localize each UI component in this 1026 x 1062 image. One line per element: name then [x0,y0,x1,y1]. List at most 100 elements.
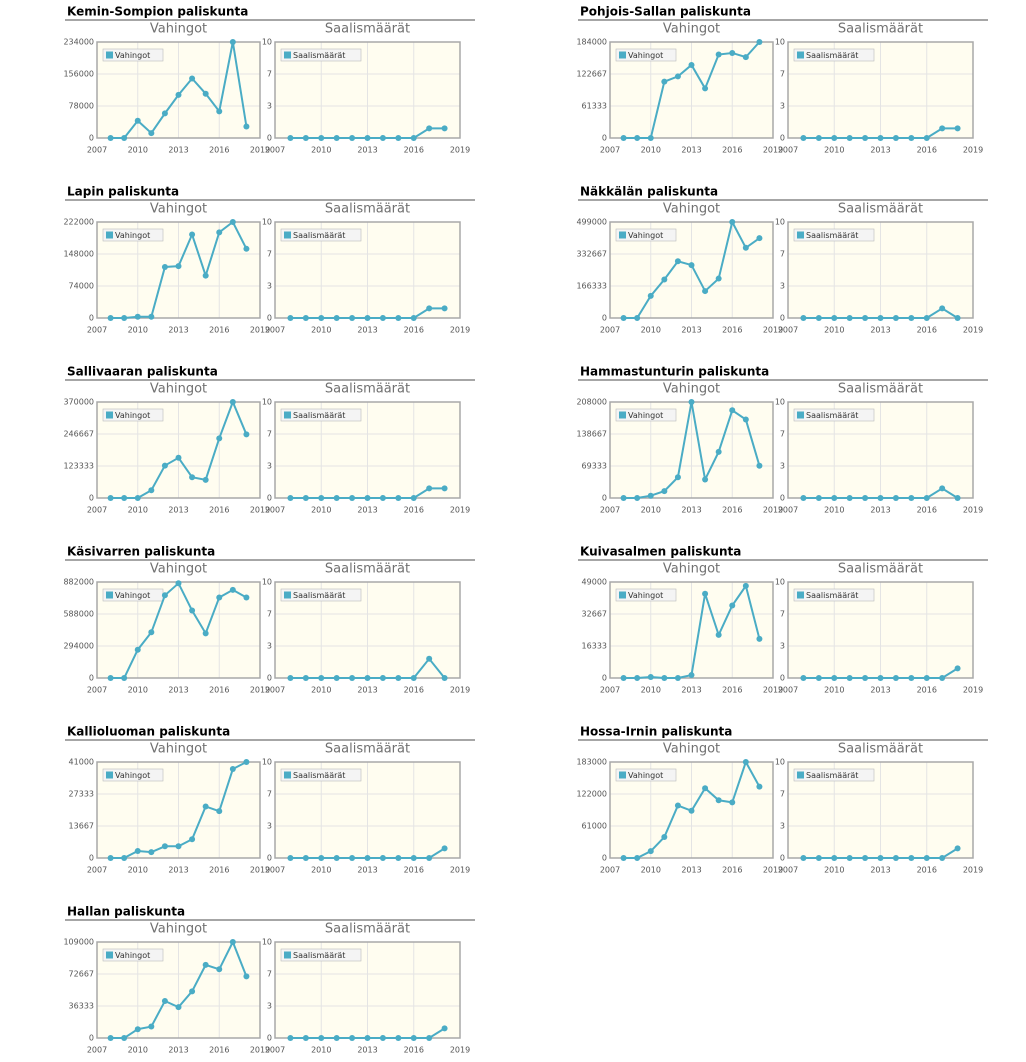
data-point [410,1035,417,1041]
data-point [908,855,915,861]
y-tick-label: 332667 [576,249,607,258]
x-tick-label: 2016 [722,686,742,695]
legend-swatch [797,771,804,779]
x-tick-label: 2007 [778,326,798,335]
data-point [189,836,196,843]
legend-box [793,588,875,602]
data-point [202,90,209,97]
x-tick-label: 2007 [600,686,620,695]
legend-box [793,48,875,62]
legend-label: Vahingot [115,411,150,420]
data-point [364,495,371,501]
x-tick-label: 2010 [311,146,331,155]
x-tick-label: 2007 [778,866,798,875]
data-point [800,855,807,861]
data-point [729,219,736,225]
x-tick-label: 2016 [404,326,424,335]
y-tick-label: 148000 [63,250,94,259]
x-tick-label: 2019 [963,146,983,155]
x-tick-label: 2016 [917,506,937,515]
x-tick-label: 2010 [128,866,148,875]
x-tick-label: 2010 [128,326,148,335]
y-tick-label: 222000 [63,218,94,227]
data-point [815,675,822,681]
data-point [202,961,209,968]
x-tick-label: 2013 [681,326,701,335]
data-point [954,845,961,852]
y-tick-label: 122667 [576,69,607,78]
data-point [243,594,250,601]
x-tick-label: 2019 [963,686,983,695]
y-tick-label: 7 [267,789,272,798]
chart-title: Vahingot [663,562,720,577]
data-point [923,855,930,861]
data-point [742,244,749,251]
plot-border [96,941,261,1039]
data-point [175,454,182,461]
legend-label: Vahingot [115,231,150,240]
data-point [742,759,749,765]
y-tick-label: 74000 [69,282,94,291]
data-point [756,39,763,45]
y-tick-label: 3 [780,642,785,651]
data-point [318,1035,325,1041]
data-point [715,448,722,455]
legend-box [102,408,164,422]
y-tick-label: 16333 [582,642,607,651]
data-point [939,125,946,132]
x-tick-label: 2019 [250,506,270,515]
x-tick-label: 2019 [763,506,783,515]
y-tick-label: 294000 [63,642,94,651]
x-tick-label: 2019 [250,1046,270,1055]
data-point [954,495,961,501]
data-point [634,675,641,681]
legend-swatch [797,411,804,419]
x-tick-label: 2007 [87,1046,107,1055]
y-tick-label: 10 [262,758,272,767]
data-point [121,135,128,141]
data-point [202,476,209,483]
chart-title: Vahingot [150,922,207,937]
y-tick-label: 0 [780,134,785,143]
data-point [661,78,668,85]
x-tick-label: 2007 [265,686,285,695]
y-tick-label: 3 [267,282,272,291]
data-point [892,135,899,141]
panel-title: Sallivaaran paliskunta [67,365,218,379]
data-point [688,61,695,68]
chart-title: Vahingot [150,742,207,757]
data-point [923,495,930,501]
x-tick-label: 2016 [917,866,937,875]
data-point [302,1035,309,1041]
legend-box [102,228,164,242]
data-point [426,1035,433,1041]
data-point [862,315,869,321]
x-tick-label: 2013 [168,1046,188,1055]
data-point [379,135,386,141]
chart-title: Saalismäärät [325,562,410,577]
data-point [107,1035,114,1041]
data-point [175,580,182,587]
legend-swatch [284,771,291,779]
y-tick-label: 0 [89,854,94,863]
panel-title: Hammastunturin paliskunta [580,365,769,379]
x-tick-label: 2016 [209,686,229,695]
x-tick-label: 2019 [763,326,783,335]
legend-box [793,408,875,422]
x-tick-label: 2019 [963,506,983,515]
x-tick-label: 2013 [357,326,377,335]
y-tick-label: 3 [267,1002,272,1011]
y-tick-label: 27333 [69,790,94,799]
x-tick-label: 2010 [128,146,148,155]
data-point [647,492,654,499]
data-point [302,855,309,861]
data-point [287,315,294,321]
legend-box [615,228,677,242]
data-point [908,495,915,501]
data-point [877,855,884,861]
data-point [877,495,884,501]
legend-label: Saalismäärät [806,51,858,60]
data-point [287,1035,294,1041]
x-tick-label: 2007 [265,866,285,875]
y-tick-label: 69333 [582,462,607,471]
